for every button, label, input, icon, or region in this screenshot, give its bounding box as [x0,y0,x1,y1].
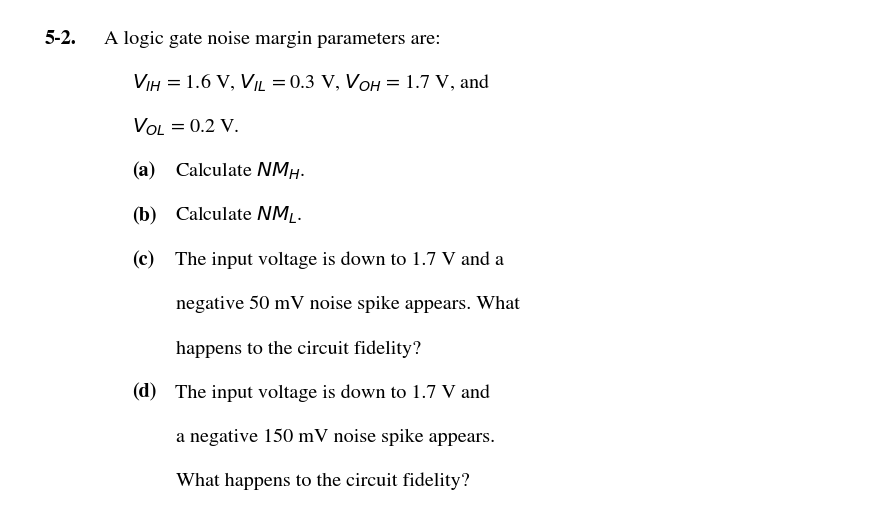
Text: (d): (d) [132,384,157,402]
Text: (c): (c) [132,251,154,269]
Text: 5-2.: 5-2. [44,30,76,48]
Text: a negative 150 mV noise spike appears.: a negative 150 mV noise spike appears. [176,428,496,446]
Text: The input voltage is down to 1.7 V and: The input voltage is down to 1.7 V and [175,384,490,402]
Text: (b): (b) [132,207,157,225]
Text: The input voltage is down to 1.7 V and a: The input voltage is down to 1.7 V and a [175,252,504,269]
Text: (a): (a) [132,163,155,181]
Text: happens to the circuit fidelity?: happens to the circuit fidelity? [176,340,422,358]
Text: $V_{IH}$ = 1.6 V, $V_{IL}$ = 0.3 V, $V_{OH}$ = 1.7 V, and: $V_{IH}$ = 1.6 V, $V_{IL}$ = 0.3 V, $V_{… [132,72,490,94]
Text: $V_{OL}$ = 0.2 V.: $V_{OL}$ = 0.2 V. [132,116,240,138]
Text: Calculate $\mathit{NM}_H$.: Calculate $\mathit{NM}_H$. [175,161,305,182]
Text: What happens to the circuit fidelity?: What happens to the circuit fidelity? [176,473,470,490]
Text: negative 50 mV noise spike appears. What: negative 50 mV noise spike appears. What [176,296,520,314]
Text: Calculate $\mathit{NM}_L$.: Calculate $\mathit{NM}_L$. [175,205,303,226]
Text: A logic gate noise margin parameters are:: A logic gate noise margin parameters are… [104,31,441,48]
